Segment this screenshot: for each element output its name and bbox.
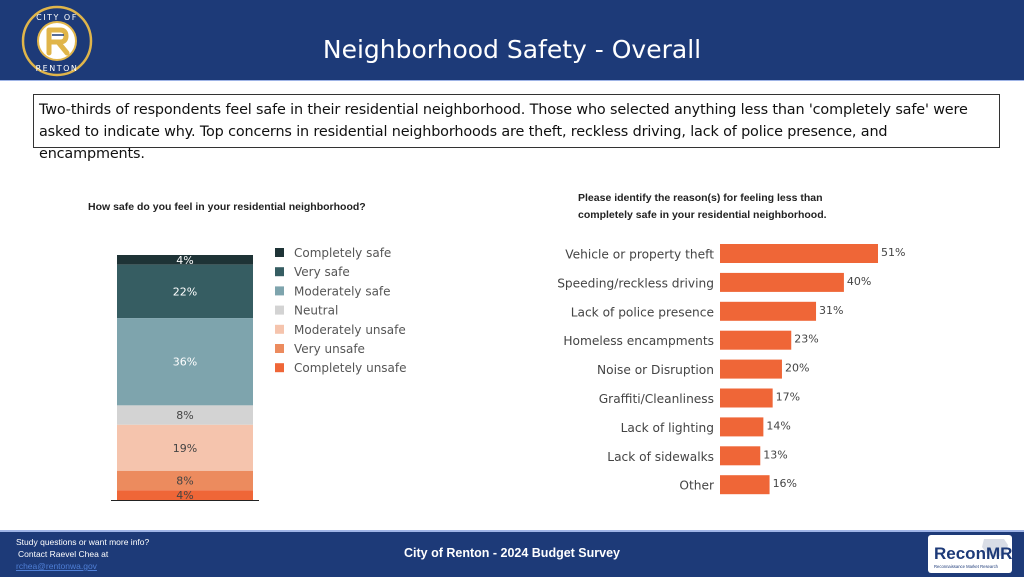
reconmr-logo: ReconMR Reconnaissance Market Research [928, 535, 1012, 573]
legend-label-2: Moderately safe [294, 284, 391, 298]
legend-label-1: Very safe [294, 265, 350, 279]
city-of-renton-logo: CITY OF RENTON [21, 5, 93, 77]
stack-segment-label-0: 4% [176, 254, 193, 267]
stacked-bar-group: 4%22%36%8%19%8%4% [111, 254, 259, 502]
stack-segment-5 [117, 470, 253, 491]
reason-value-label-6: 14% [766, 419, 790, 432]
reason-category-label-3: Homeless encampments [563, 334, 714, 348]
reason-bar-7 [720, 446, 761, 466]
stack-segment-label-4: 19% [173, 442, 197, 455]
legend-label-5: Very unsafe [294, 342, 365, 356]
reason-bar-3 [720, 330, 792, 350]
legend-swatch-2 [275, 286, 284, 296]
stacked-legend: Completely safe Very safe Moderately safe N… [275, 246, 407, 375]
legend-label-6: Completely unsafe [294, 361, 407, 375]
legend-swatch-1 [275, 267, 284, 277]
contact-email-link[interactable]: rchea@rentonwa.gov [16, 561, 97, 571]
reason-value-label-2: 31% [819, 304, 843, 317]
horizontal-bar-group: Vehicle or property theft 51% Speeding/rec… [557, 244, 905, 495]
contact-line-1: Study questions or want more info? [16, 537, 150, 547]
reason-value-label-8: 16% [773, 477, 797, 490]
reason-value-label-5: 17% [776, 391, 800, 404]
reason-category-label-0: Vehicle or property theft [565, 248, 714, 262]
reconmr-brand: ReconMR [934, 544, 1012, 563]
stack-segment-4 [117, 424, 253, 471]
reason-bar-6 [720, 417, 764, 437]
stack-segment-6 [117, 490, 253, 500]
legend-label-3: Neutral [294, 304, 338, 318]
stack-segment-label-2: 36% [173, 356, 197, 369]
legend-label-4: Moderately unsafe [294, 323, 406, 337]
legend-swatch-0 [275, 248, 284, 257]
reason-category-label-2: Lack of police presence [571, 305, 714, 319]
reason-value-label-3: 23% [794, 333, 818, 346]
header-bar: CITY OF RENTON Neighborhood Safety - Ove… [0, 0, 1024, 81]
logo-text-top: CITY OF [36, 13, 78, 22]
reason-bar-4 [720, 359, 782, 379]
logo-text-bottom: RENTON [36, 64, 79, 73]
stack-segment-label-3: 8% [176, 409, 193, 422]
legend-swatch-6 [275, 363, 284, 373]
reconmr-tagline: Reconnaissance Market Research [934, 564, 999, 569]
page-title: Neighborhood Safety - Overall [0, 32, 1024, 68]
reason-bar-8 [720, 475, 770, 495]
legend-swatch-3 [275, 305, 284, 315]
reason-value-label-4: 20% [785, 362, 809, 375]
legend-swatch-4 [275, 324, 284, 334]
stack-segment-label-1: 22% [173, 285, 197, 298]
stack-segment-label-5: 8% [176, 475, 193, 488]
reason-category-label-4: Noise or Disruption [597, 363, 714, 377]
stack-segment-label-6: 4% [176, 489, 193, 502]
reason-category-label-5: Graffiti/Cleanliness [599, 392, 714, 406]
reason-category-label-7: Lack of sidewalks [607, 450, 714, 464]
contact-line-2: Contact Raevel Chea at [18, 549, 109, 559]
summary-text: Two-thirds of respondents feel safe in t… [33, 94, 1000, 162]
reason-category-label-8: Other [679, 479, 715, 493]
stacked-chart-title: How safe do you feel in your residential… [88, 201, 366, 213]
legend-swatch-5 [275, 344, 284, 353]
footer-survey-title: City of Renton - 2024 Budget Survey [403, 546, 620, 560]
reason-bar-0 [720, 244, 878, 263]
reason-bar-2 [720, 301, 817, 321]
stack-segment-3 [117, 405, 253, 425]
footer-contact: Study questions or want more info? Conta… [16, 536, 149, 572]
reason-value-label-7: 13% [763, 448, 787, 461]
footer-bar: Study questions or want more info? Conta… [0, 530, 1024, 577]
legend-label-0: Completely safe [294, 246, 391, 260]
reason-bar-1 [720, 272, 844, 292]
stack-segment-1 [117, 264, 253, 319]
stack-segment-0 [117, 255, 253, 265]
reason-value-label-1: 40% [847, 275, 871, 288]
bar-chart-title: Please identify the reason(s) for feelin… [578, 192, 827, 221]
stack-segment-2 [117, 318, 253, 406]
reason-value-label-0: 51% [881, 246, 905, 259]
page-title-text: Neighborhood Safety - Overall [322, 35, 702, 64]
reason-category-label-1: Speeding/reckless driving [557, 276, 714, 290]
reason-category-label-6: Lack of lighting [621, 421, 714, 435]
reason-bar-5 [720, 388, 773, 408]
